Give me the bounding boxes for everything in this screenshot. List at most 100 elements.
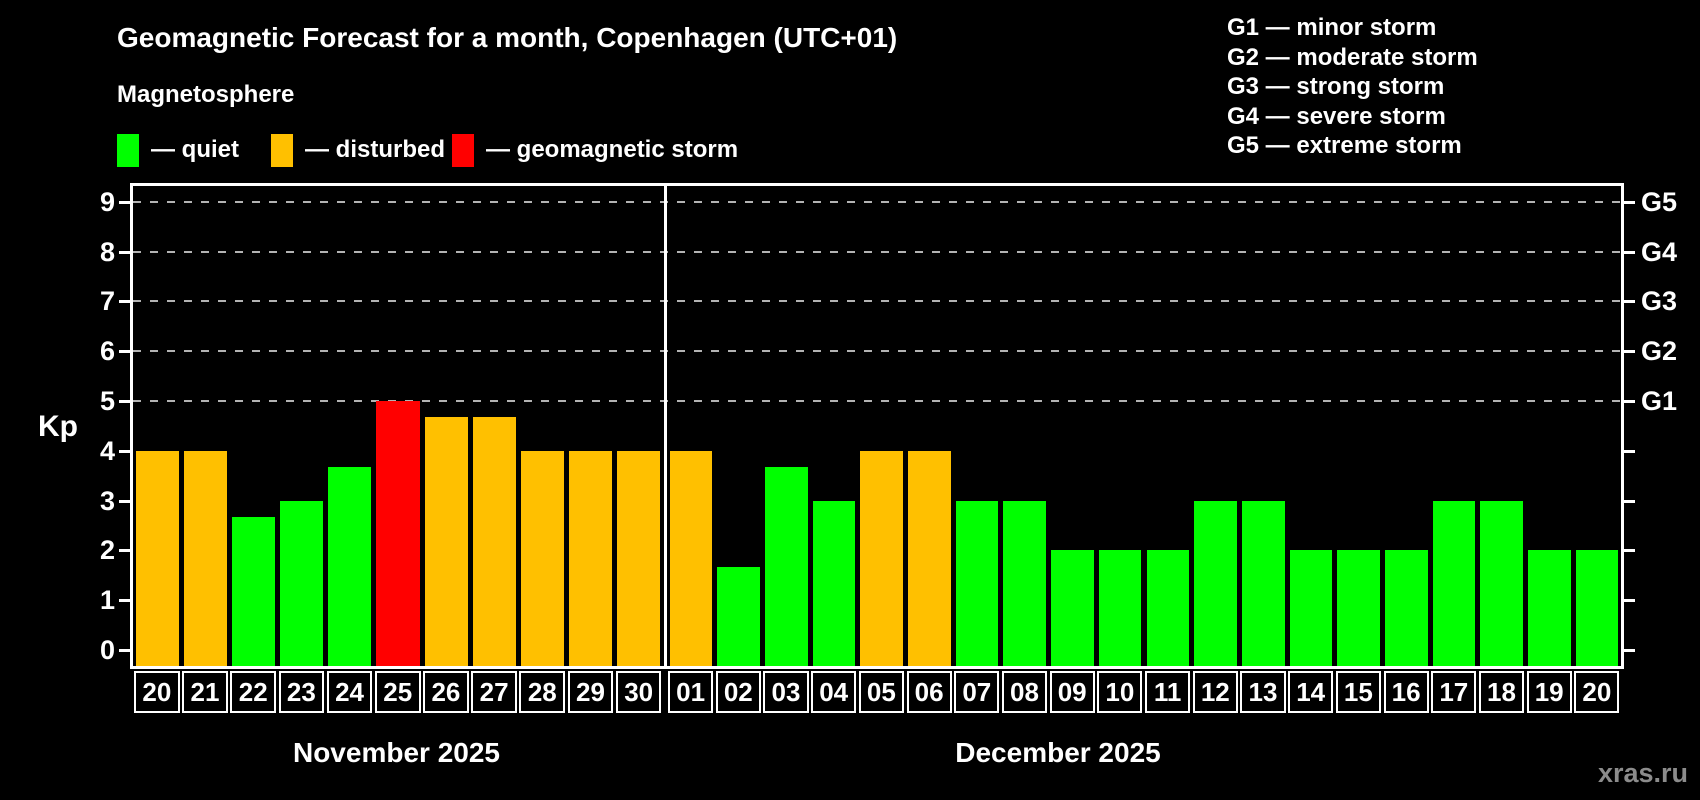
day-label-december-07: 07 <box>954 671 1000 713</box>
y-axis-tick-left-8 <box>119 250 130 254</box>
kp-bar-december-14 <box>1289 550 1333 666</box>
kp-bar-december-20 <box>1575 550 1619 666</box>
chart-subtitle: Magnetosphere <box>117 81 295 108</box>
month-separator-line <box>663 186 667 666</box>
kp-bar-december-10 <box>1098 550 1142 666</box>
day-label-november-29: 29 <box>567 671 614 713</box>
kp-bar-december-07 <box>955 500 999 666</box>
day-label-november-28: 28 <box>519 671 566 713</box>
kp-bar-december-05 <box>860 450 903 666</box>
day-label-december-08: 08 <box>1001 671 1048 713</box>
day-label-december-10: 10 <box>1097 671 1143 713</box>
day-label-december-19: 19 <box>1526 671 1572 713</box>
y-axis-label-5: 5 <box>99 386 115 416</box>
y-axis-label-1: 1 <box>99 585 115 616</box>
g-legend-line-g4: G4 — severe storm <box>1227 102 1446 130</box>
y-axis-tick-right-4 <box>1624 449 1635 453</box>
kp-bar-december-17 <box>1432 500 1476 666</box>
y-axis-tick-left-5 <box>119 400 130 403</box>
y-axis-tick-left-3 <box>119 499 130 503</box>
month-label-december: December 2025 <box>955 737 1161 768</box>
g-legend-line-g1: G1 — minor storm <box>1227 14 1437 41</box>
day-label-november-26: 26 <box>423 671 469 713</box>
kp-bar-december-16 <box>1385 550 1428 666</box>
legend-label-storm: — geomagnetic storm <box>486 136 739 163</box>
day-label-december-05: 05 <box>858 671 904 713</box>
day-label-december-17: 17 <box>1431 671 1477 713</box>
kp-bar-november-30 <box>617 450 661 666</box>
day-label-december-03: 03 <box>763 671 809 713</box>
chart-title: Geomagnetic Forecast for a month, Copenh… <box>117 22 898 53</box>
y-axis-title: Kp <box>38 410 78 443</box>
kp-bar-november-21 <box>183 450 227 666</box>
kp-bar-december-12 <box>1194 500 1237 666</box>
kp-bar-december-01 <box>669 450 713 666</box>
g-axis-label-g4: G4 <box>1641 236 1678 267</box>
day-label-december-16: 16 <box>1383 671 1429 713</box>
kp-bar-december-11 <box>1146 550 1190 666</box>
kp-bar-november-29 <box>569 450 613 666</box>
y-axis-tick-right-3 <box>1624 499 1635 503</box>
kp-bar-november-25 <box>376 401 420 666</box>
y-axis-tick-right-6 <box>1624 350 1635 354</box>
day-label-december-02: 02 <box>715 671 761 713</box>
g-axis-label-g3: G3 <box>1641 286 1678 317</box>
day-label-december-12: 12 <box>1192 671 1238 713</box>
kp-bar-november-27 <box>472 417 516 666</box>
day-label-november-30: 30 <box>615 671 662 713</box>
day-label-december-04: 04 <box>811 671 857 713</box>
day-label-december-15: 15 <box>1335 671 1381 713</box>
y-axis-label-6: 6 <box>99 336 115 367</box>
kp-bar-december-06 <box>908 450 951 666</box>
kp-bar-december-02 <box>717 566 760 666</box>
kp-bar-december-19 <box>1528 550 1571 666</box>
legend-item-storm: — geomagnetic storm <box>452 133 738 167</box>
gridline-kp8 <box>133 250 1621 253</box>
gridline-kp6 <box>133 350 1621 353</box>
y-axis-tick-right-0 <box>1624 649 1635 652</box>
kp-bar-november-26 <box>424 417 468 666</box>
y-axis-label-3: 3 <box>99 485 115 516</box>
day-label-december-06: 06 <box>906 671 952 713</box>
legend-label-quiet: — quiet <box>151 136 239 163</box>
day-label-december-01: 01 <box>668 671 714 713</box>
day-label-december-14: 14 <box>1288 671 1334 713</box>
kp-bar-december-13 <box>1241 500 1285 666</box>
y-axis-tick-left-9 <box>119 200 130 204</box>
y-axis-tick-left-4 <box>119 449 130 453</box>
kp-bar-november-28 <box>520 450 565 666</box>
y-axis-label-9: 9 <box>99 186 115 217</box>
day-label-december-13: 13 <box>1240 671 1286 713</box>
gridline-kp7 <box>133 300 1621 303</box>
gridline-kp5 <box>133 400 1621 402</box>
legend-item-disturbed: — disturbed <box>271 133 445 167</box>
y-axis-tick-right-1 <box>1624 599 1635 603</box>
y-axis-tick-right-9 <box>1624 200 1635 204</box>
day-label-december-20: 20 <box>1574 671 1620 713</box>
y-axis-label-0: 0 <box>99 635 115 665</box>
day-label-december-09: 09 <box>1049 671 1095 713</box>
day-label-december-18: 18 <box>1478 671 1525 713</box>
gridline-kp9 <box>133 200 1621 203</box>
day-label-november-24: 24 <box>326 671 373 713</box>
kp-bar-december-15 <box>1337 550 1380 666</box>
day-label-november-22: 22 <box>230 671 277 713</box>
watermark: xras.ru <box>1597 758 1688 788</box>
plot-area <box>130 183 1624 669</box>
day-label-december-11: 11 <box>1145 671 1191 713</box>
y-axis-tick-left-0 <box>119 649 130 652</box>
y-axis-label-8: 8 <box>99 236 115 267</box>
legend-item-quiet: — quiet <box>117 133 239 167</box>
legend-swatch-disturbed <box>271 133 293 167</box>
y-axis-tick-left-6 <box>119 350 130 354</box>
g-axis-label-g2: G2 <box>1641 336 1678 367</box>
legend-swatch-quiet <box>117 133 139 167</box>
kp-bar-november-22 <box>231 517 276 666</box>
y-axis-label-4: 4 <box>99 435 115 466</box>
g-legend-line-g2: G2 — moderate storm <box>1227 43 1478 71</box>
y-axis-label-7: 7 <box>99 286 115 317</box>
y-axis-tick-right-2 <box>1624 549 1635 553</box>
kp-bar-december-03 <box>764 467 808 666</box>
legend-label-disturbed: — disturbed <box>305 136 446 163</box>
